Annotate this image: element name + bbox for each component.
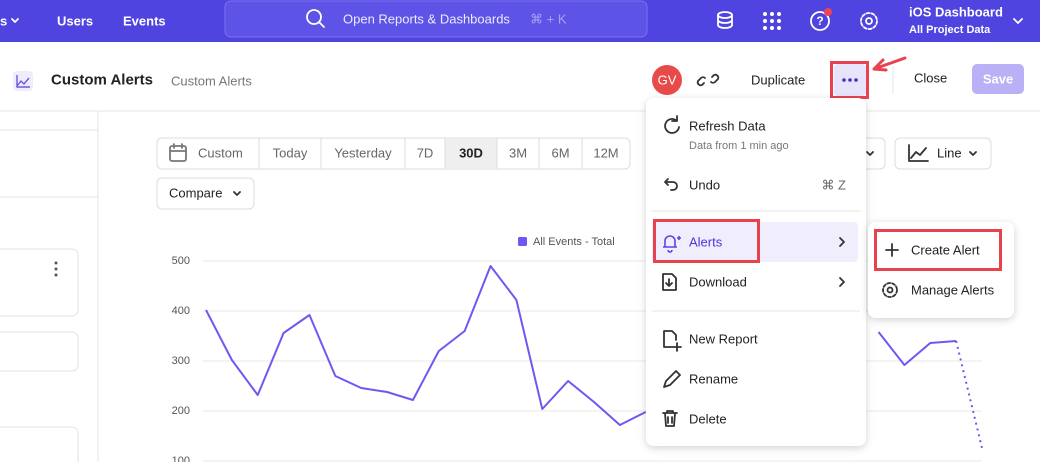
avatar-initials: GV [658,73,677,88]
settings-icon[interactable] [860,12,878,30]
date-ranges: Custom Today Yesterday 7D 30D 3M 6M 12M [198,138,619,169]
alerts-submenu: Create Alert Manage Alerts [868,222,1014,318]
duplicate-button[interactable]: Duplicate [751,73,805,88]
menu-item[interactable]: Refresh Data [689,119,766,134]
close-button[interactable]: Close [914,71,947,86]
date-range[interactable]: 6M [551,146,569,161]
compare-button[interactable] [156,177,255,210]
nav-item[interactable]: Users [57,14,93,29]
chevron [839,277,845,287]
kebab-icon[interactable] [54,261,58,277]
new-report-icon [663,330,682,352]
search-icon [318,21,325,28]
date-range[interactable]: 3M [509,146,527,161]
refresh-icon [664,115,680,134]
delete-icon [662,410,678,427]
menu-item[interactable]: Download [689,275,747,290]
chart: 100 200 300 400 500 All Events - Total [172,236,983,462]
menu-shortcut: ⌘ Z [821,178,846,193]
rename-icon [663,370,681,388]
highlight-box [830,61,869,99]
database-icon[interactable] [717,11,733,29]
search-box[interactable] [224,0,648,38]
highlight-box [874,229,1002,271]
date-range[interactable]: Custom [198,146,243,161]
y-tick-label: 300 [172,355,190,367]
link-icon[interactable] [696,73,720,87]
card[interactable] [0,426,79,462]
search-icon [306,9,322,25]
download-icon [662,273,677,291]
save-label: Save [983,72,1013,87]
chevron [1013,18,1023,24]
chevron [233,191,241,196]
menu-item[interactable]: Rename [689,372,738,387]
search-shortcut: ⌘ + K [530,12,567,27]
y-tick-label: 100 [172,455,190,462]
card[interactable] [0,331,79,372]
date-range[interactable]: Today [273,146,308,161]
gear-icon [886,286,894,294]
date-range[interactable]: 30D [459,146,483,161]
card[interactable] [0,248,79,317]
nav-item[interactable]: s [0,14,7,29]
alert-icon [663,235,681,253]
y-tick-label: 400 [172,305,190,317]
menu-item[interactable]: Alerts [689,235,723,250]
calendar-icon [169,143,187,162]
line-icon [908,144,929,162]
menu-highlight [652,222,858,262]
avatar[interactable] [652,65,682,95]
chart-type-label: Line [937,146,962,161]
apps-icon[interactable] [763,12,781,30]
chevron [866,151,874,156]
project-title[interactable]: iOS Dashboard [909,5,1003,20]
date-range[interactable]: 12M [593,146,618,161]
help-icon[interactable]: ? [810,8,832,31]
menu-item[interactable]: New Report [689,332,758,347]
date-range[interactable]: 7D [417,146,434,161]
date-range-group [156,137,631,170]
breadcrumb: Custom Alerts [171,74,252,89]
submenu-item[interactable]: Create Alert [911,243,980,258]
line-series [205,265,957,426]
report-title[interactable]: Custom Alerts [51,72,153,89]
more-menu: Refresh Data Data from 1 min ago Undo ⌘ … [646,98,866,446]
gear-icon [882,282,898,298]
highlight-box [653,219,760,263]
y-tick-label: 200 [172,405,190,417]
compare-label: Compare [169,186,222,201]
report-icon [13,71,33,91]
selected-range [445,139,497,168]
project-subtitle: All Project Data [909,24,991,36]
submenu-item[interactable]: Manage Alerts [911,283,995,298]
date-range[interactable]: Yesterday [334,146,392,161]
controls: Custom Today Yesterday 7D 30D 3M 6M 12M Compare… [156,137,992,210]
legend-label: All Events - Total [533,236,615,248]
y-tick-label: 500 [172,255,190,267]
plus-icon [885,243,899,257]
save-button[interactable] [972,64,1024,94]
chevron [839,237,845,247]
more-icon [842,78,858,82]
chevron [969,151,977,156]
menu-sublabel: Data from 1 min ago [689,140,789,152]
line-series-partial [955,340,983,449]
nav-item[interactable]: Events [123,14,166,29]
chevron [11,18,19,23]
svg-text:?: ? [816,14,823,28]
legend-swatch [518,237,527,246]
undo-icon [664,178,678,191]
top-nav: s Users Events Open Reports & Dashboards… [0,0,1040,42]
search-placeholder: Open Reports & Dashboards [343,12,510,27]
report-icon [16,75,30,88]
left-panel [0,111,99,462]
menu-panel [646,98,866,446]
toolbar: Custom Alerts Custom Alerts GV Duplicate… [0,56,1040,112]
menu-item[interactable]: Undo [689,178,720,193]
menu-item[interactable]: Delete [689,412,727,427]
arrow [872,56,907,72]
